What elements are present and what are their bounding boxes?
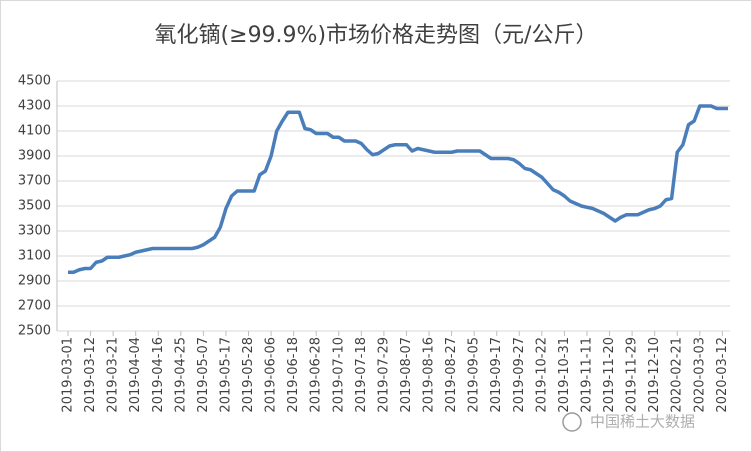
x-tick-label: 2019-08-27 <box>444 337 459 413</box>
data-line <box>68 104 728 274</box>
y-tick-label: 3700 <box>18 174 51 189</box>
x-tick-label: 2019-09-17 <box>489 337 504 413</box>
y-tick-label: 3100 <box>18 249 51 264</box>
x-tick-label: 2019-05-07 <box>196 337 211 413</box>
x-tick-label: 2019-11-11 <box>579 337 594 413</box>
x-tick-label: 2019-03-21 <box>106 337 121 413</box>
y-tick-label: 4300 <box>18 99 51 114</box>
y-tick-label: 3900 <box>18 149 51 164</box>
x-tick-label: 2019-05-28 <box>241 337 256 413</box>
y-tick-label: 2500 <box>18 324 51 339</box>
x-tick-label: 2019-09-27 <box>512 337 527 413</box>
x-tick-label: 2019-04-16 <box>151 337 166 413</box>
x-tick-label: 2019-03-12 <box>83 337 98 413</box>
x-tick-label: 2019-06-18 <box>286 337 301 413</box>
x-tick-label: 2019-09-05 <box>467 337 482 413</box>
x-tick-label: 2019-04-04 <box>128 337 143 413</box>
x-tick-label: 2019-08-16 <box>422 337 437 413</box>
y-tick-label: 3300 <box>18 224 51 239</box>
x-tick-label: 2019-08-07 <box>399 337 414 413</box>
x-tick-label: 2020-03-03 <box>692 337 707 413</box>
x-tick-label: 2019-07-18 <box>354 337 369 413</box>
x-tick-label: 2019-11-20 <box>602 337 617 413</box>
watermark-icon <box>562 412 582 432</box>
x-tick-label: 2019-07-29 <box>376 337 391 413</box>
x-tick-label: 2020-03-12 <box>715 337 730 413</box>
x-tick-label: 2019-11-29 <box>625 337 640 413</box>
x-tick-label: 2019-06-06 <box>264 337 279 413</box>
x-tick-label: 2019-12-10 <box>647 337 662 413</box>
x-tick-label: 2019-05-17 <box>218 337 233 413</box>
x-tick-label: 2019-06-28 <box>309 337 324 413</box>
y-tick-label: 4100 <box>18 124 51 139</box>
x-tick-label: 2019-03-01 <box>61 337 76 413</box>
x-tick-label: 2019-07-10 <box>331 337 346 413</box>
y-tick-label: 4500 <box>18 74 51 89</box>
x-tick-label: 2019-10-31 <box>557 337 572 413</box>
y-tick-label: 2900 <box>18 274 51 289</box>
y-tick-label: 3500 <box>18 199 51 214</box>
x-tick-label: 2019-10-22 <box>534 337 549 413</box>
watermark: 中国稀土大数据 <box>590 413 695 431</box>
x-tick-label: 2020-02-21 <box>670 337 685 413</box>
x-tick-label: 2019-04-25 <box>173 337 188 413</box>
y-tick-label: 2700 <box>18 299 51 314</box>
chart-title: 氧化镝(≥99.9%)市场价格走势图（元/公斤） <box>155 23 598 48</box>
